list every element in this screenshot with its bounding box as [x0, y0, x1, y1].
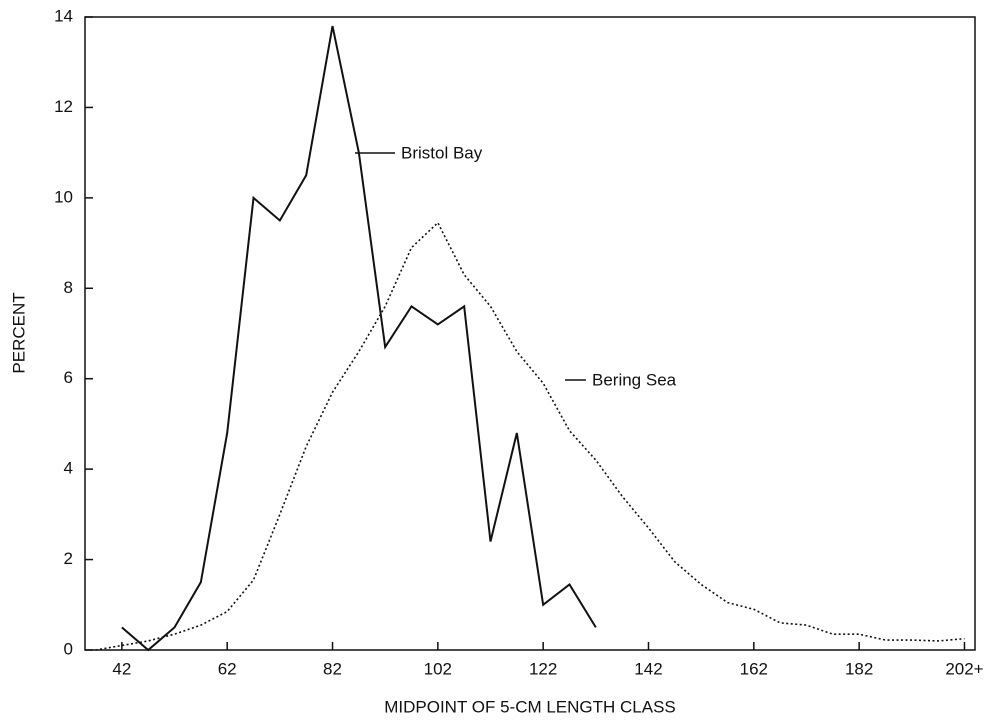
x-tick-label: 182 — [845, 659, 873, 678]
x-tick-label: 102 — [424, 659, 452, 678]
x-tick-label: 202+ — [945, 659, 983, 678]
x-tick-label: 42 — [112, 659, 131, 678]
x-tick-label: 122 — [529, 659, 557, 678]
y-axis-label: PERCENT — [9, 292, 28, 373]
plot-frame — [84, 16, 976, 651]
series-label: Bering Sea — [592, 370, 677, 389]
y-tick-label: 4 — [64, 459, 73, 478]
x-tick-label: 82 — [323, 659, 342, 678]
y-tick-label: 0 — [64, 639, 73, 658]
x-tick-label: 142 — [634, 659, 662, 678]
y-tick-label: 14 — [54, 6, 73, 25]
y-tick-label: 10 — [54, 187, 73, 206]
x-axis-label: MIDPOINT OF 5-CM LENGTH CLASS — [384, 697, 676, 716]
series-line — [121, 25, 597, 652]
x-tick-label: 62 — [218, 659, 237, 678]
series-line — [95, 221, 965, 651]
y-tick-label: 12 — [54, 97, 73, 116]
y-tick-label: 2 — [64, 549, 73, 568]
y-tick-label: 6 — [64, 368, 73, 387]
y-tick-label: 8 — [64, 278, 73, 297]
x-tick-label: 162 — [740, 659, 768, 678]
series-label: Bristol Bay — [401, 143, 483, 162]
